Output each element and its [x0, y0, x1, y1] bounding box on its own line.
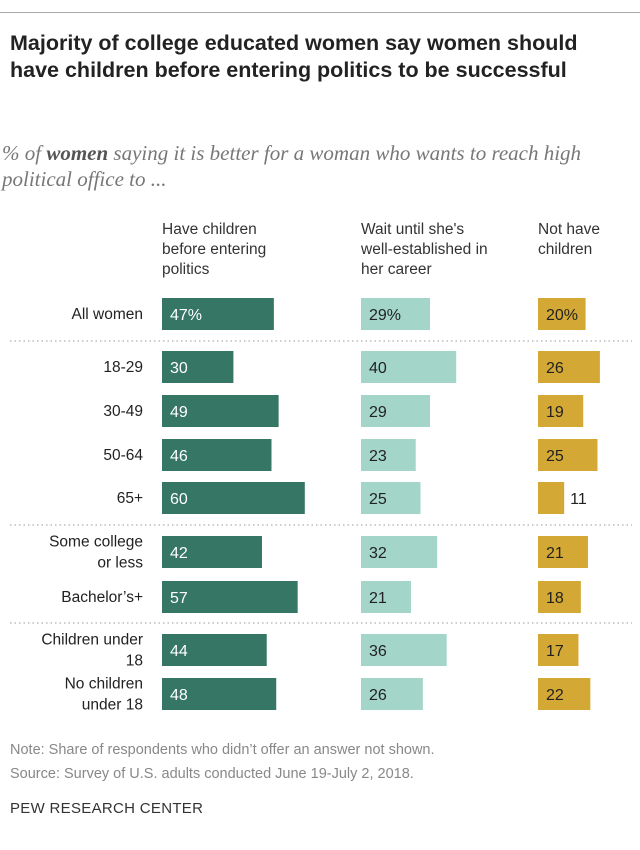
data-label: 60 — [170, 491, 188, 508]
bar — [361, 482, 421, 514]
data-label: 49 — [170, 404, 188, 421]
data-label: 47% — [170, 307, 202, 324]
category-label: or less — [97, 555, 143, 572]
data-label: 57 — [170, 590, 188, 607]
data-label: 25 — [546, 448, 564, 465]
subtitle-post: saying it is better for a woman who want… — [2, 141, 582, 191]
data-label: 23 — [369, 448, 387, 465]
bar — [538, 482, 565, 514]
source: Source: Survey of U.S. adults conducted … — [10, 766, 414, 782]
data-label: 42 — [170, 545, 188, 562]
category-label: Some college — [49, 534, 143, 551]
bar — [162, 634, 267, 666]
data-label: 25 — [369, 491, 387, 508]
column-header-0: Have children before entering politics — [162, 221, 267, 278]
bar — [162, 536, 262, 568]
data-label: 29 — [369, 404, 387, 421]
category-label: All women — [72, 306, 144, 323]
category-label: 18 — [126, 653, 143, 670]
data-label: 29% — [369, 307, 401, 324]
data-label: 26 — [546, 360, 564, 377]
data-label: 22 — [546, 687, 564, 704]
bar — [538, 634, 579, 666]
bar — [538, 678, 591, 710]
data-label: 21 — [546, 545, 564, 562]
top-rule — [0, 12, 640, 13]
category-label: 50-64 — [103, 447, 143, 464]
bar — [361, 395, 431, 427]
bar — [361, 351, 457, 383]
bar — [162, 439, 272, 471]
data-label: 26 — [369, 687, 387, 704]
bar — [162, 298, 274, 330]
data-label: 20% — [546, 307, 578, 324]
data-label: 48 — [170, 687, 188, 704]
bar — [162, 678, 277, 710]
data-label: 18 — [546, 590, 564, 607]
bar — [538, 298, 586, 330]
column-header-2: Not have children — [538, 221, 601, 258]
note: Note: Share of respondents who didn’t of… — [10, 742, 435, 758]
bar — [538, 581, 581, 613]
data-label: 44 — [170, 643, 188, 660]
category-label: Children under — [41, 632, 143, 649]
subtitle-pre: % of — [2, 141, 47, 165]
data-label: 40 — [369, 360, 387, 377]
category-label: No children — [65, 676, 143, 693]
bar — [361, 536, 438, 568]
bar — [538, 439, 598, 471]
data-label: 19 — [546, 404, 564, 421]
bar — [162, 482, 305, 514]
bar — [361, 634, 447, 666]
category-label: 30-49 — [103, 403, 143, 420]
bar — [361, 678, 423, 710]
bar — [162, 395, 279, 427]
category-label: Bachelor’s+ — [61, 589, 143, 606]
column-header-1: Wait until she's well-established in her… — [361, 221, 488, 278]
data-label: 11 — [570, 491, 587, 508]
bar — [361, 439, 416, 471]
data-label: 17 — [546, 643, 564, 660]
category-label: 65+ — [117, 490, 143, 507]
bar — [162, 581, 298, 613]
category-label: 18-29 — [103, 359, 143, 376]
bar — [361, 298, 431, 330]
data-label: 46 — [170, 448, 188, 465]
data-label: 21 — [369, 590, 387, 607]
data-label: 30 — [170, 360, 188, 377]
category-label: under 18 — [82, 697, 143, 714]
subtitle-bold: women — [46, 141, 109, 165]
bar — [538, 351, 600, 383]
data-label: 32 — [369, 545, 387, 562]
bar — [361, 581, 411, 613]
chart-subtitle: % of women saying it is better for a wom… — [2, 140, 638, 192]
footer: PEW RESEARCH CENTER — [10, 800, 204, 817]
bar — [538, 395, 584, 427]
data-label: 36 — [369, 643, 387, 660]
chart-title: Majority of college educated women say w… — [10, 31, 578, 82]
bar — [162, 351, 234, 383]
bar — [538, 536, 588, 568]
